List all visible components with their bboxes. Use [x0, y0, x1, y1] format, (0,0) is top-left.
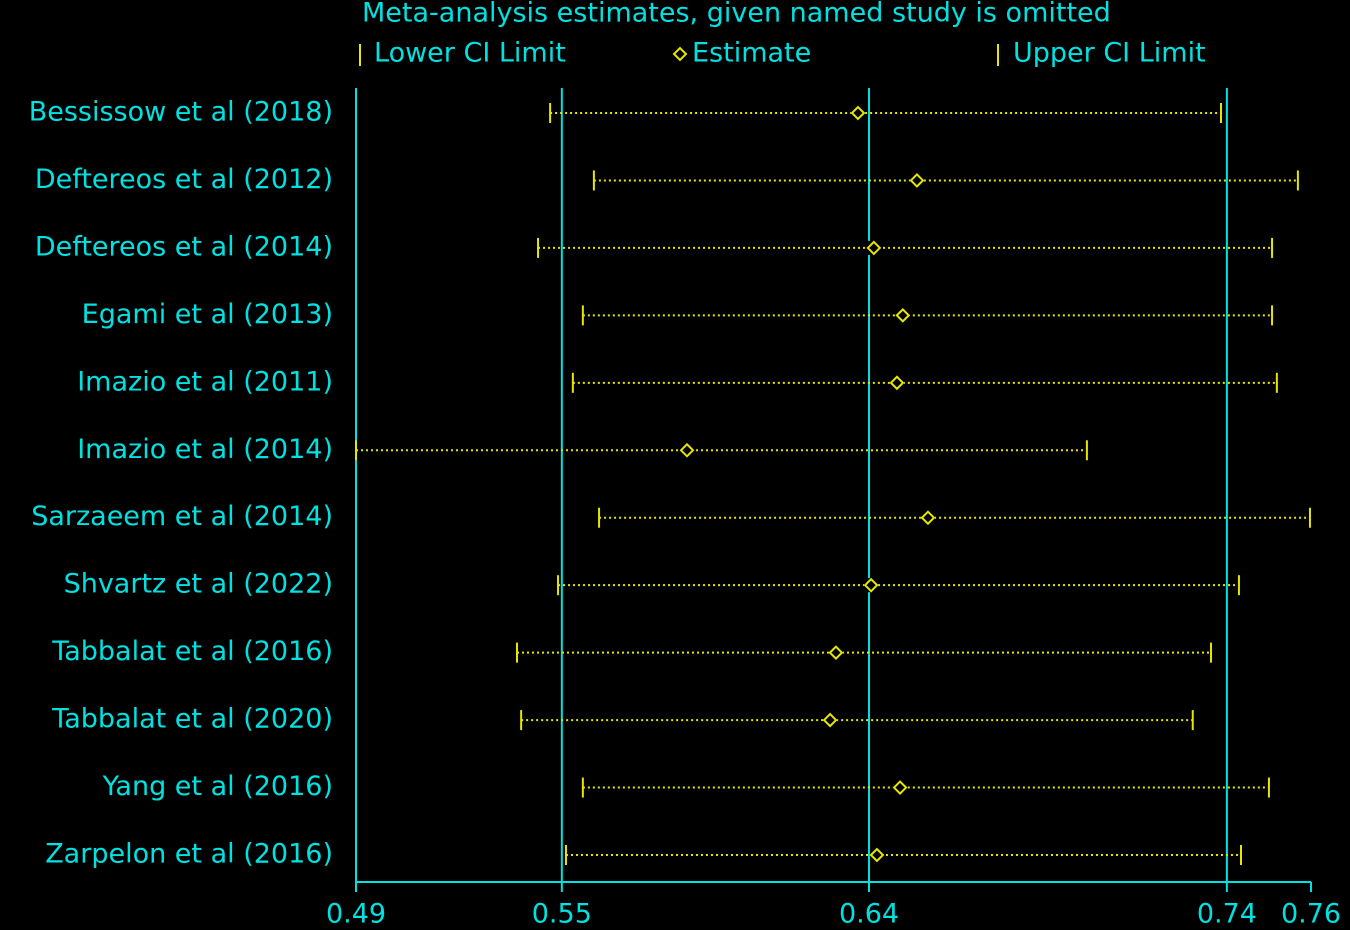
x-tick-label: 0.74 — [1197, 899, 1257, 930]
y-tick-label: Egami et al (2013) — [82, 299, 333, 330]
y-tick-label: Deftereos et al (2014) — [35, 231, 333, 262]
x-tick-label: 0.55 — [532, 899, 592, 930]
legend-label: Lower CI Limit — [374, 38, 566, 69]
estimate — [822, 712, 838, 728]
estimate — [909, 173, 925, 188]
y-tick-label: Bessissow et al (2018) — [29, 97, 333, 128]
estimate — [869, 847, 885, 863]
estimate — [863, 577, 879, 593]
estimate — [892, 780, 908, 795]
y-tick-label: Shvartz et al (2022) — [64, 569, 333, 600]
x-tick-label: 0.76 — [1281, 899, 1341, 930]
y-tick-label: Tabbalat et al (2016) — [51, 636, 333, 667]
y-tick-label: Imazio et al (2014) — [77, 434, 333, 465]
chart-title: Meta-analysis estimates, given named stu… — [362, 0, 1111, 29]
estimate — [850, 105, 866, 121]
estimate — [920, 510, 936, 526]
estimate — [895, 307, 911, 323]
x-tick-label: 0.49 — [326, 899, 386, 930]
estimate — [828, 645, 844, 661]
estimate — [679, 442, 695, 458]
y-tick-label: Zarpelon et al (2016) — [45, 839, 333, 870]
y-tick-label: Tabbalat et al (2020) — [51, 704, 333, 735]
legend-marker — [672, 46, 688, 62]
estimate — [866, 240, 882, 256]
y-tick-label: Imazio et al (2011) — [77, 366, 333, 397]
estimate — [889, 375, 905, 391]
y-tick-label: Yang et al (2016) — [102, 771, 333, 802]
legend-label: Estimate — [692, 38, 811, 69]
legend-label: Upper CI Limit — [1013, 38, 1206, 69]
y-tick-label: Deftereos et al (2012) — [35, 164, 333, 195]
y-tick-label: Sarzaeem et al (2014) — [31, 501, 333, 532]
x-tick-label: 0.64 — [839, 899, 899, 930]
